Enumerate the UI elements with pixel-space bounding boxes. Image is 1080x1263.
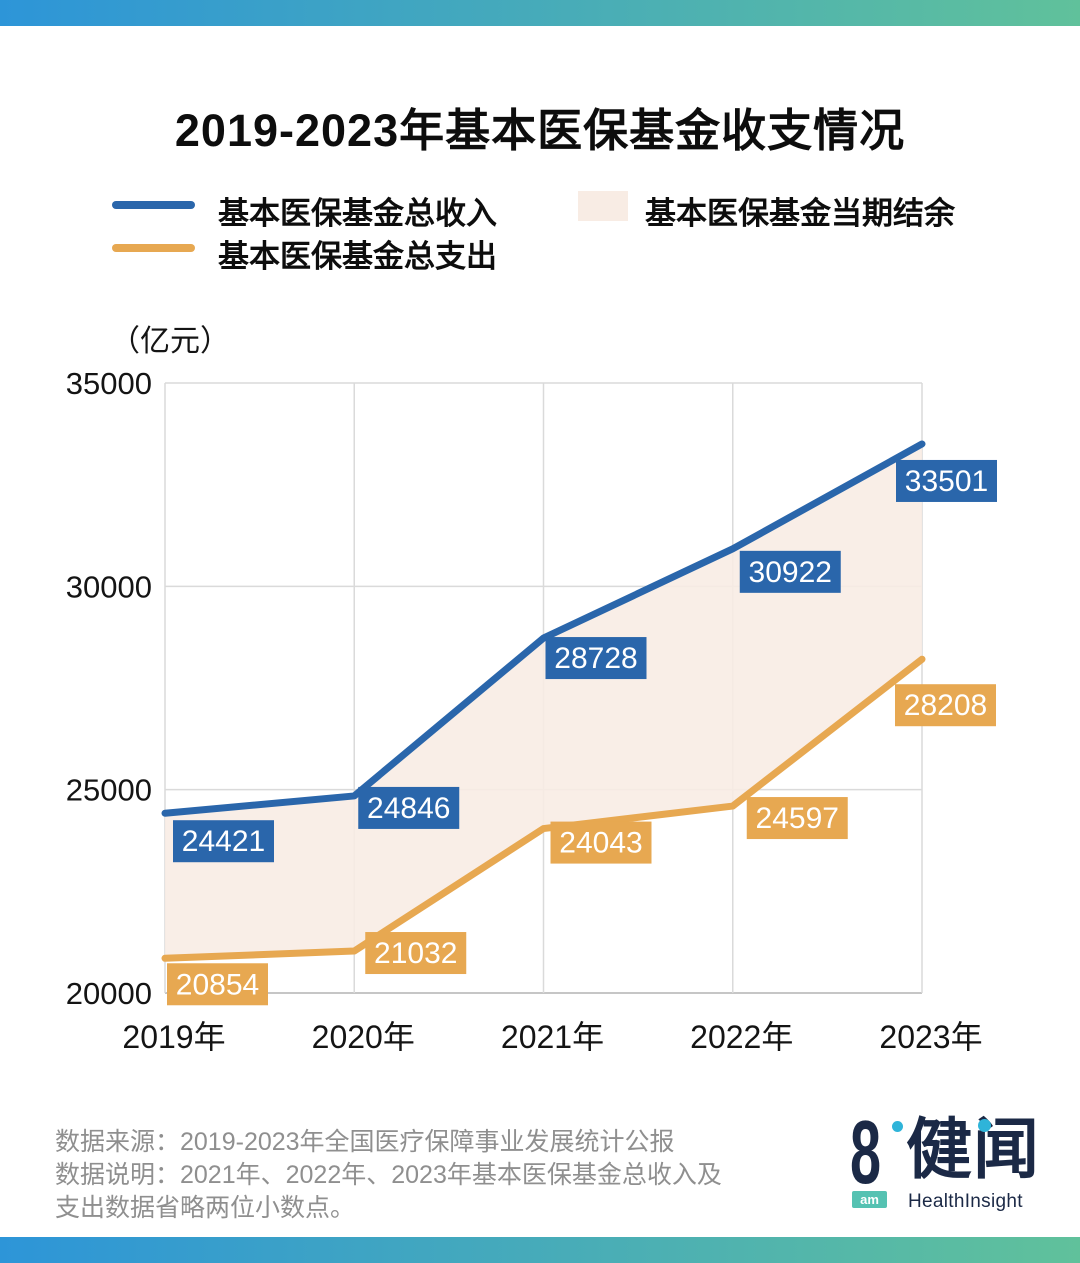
data-label-box-24846 [358,786,460,829]
y-axis-unit-label: （亿元） [110,325,230,358]
data-label-28208: 28208 [904,689,987,722]
data-label-box-20854 [167,963,268,1006]
data-label-box-30922 [739,550,841,593]
logo-cn-name: 健闻 [906,1112,1040,1186]
healthinsight-logo: 8 健闻 am HealthInsight [848,1103,1058,1220]
y-tick-30000: 30000 [66,569,152,604]
y-tick-20000: 20000 [66,976,152,1011]
y-tick-25000: 25000 [66,773,152,808]
income-line [161,440,926,817]
data-label-24597: 24597 [756,802,839,835]
footer-notes: 数据来源：2019-2023年全国医疗保障事业发展统计公报 数据说明：2021年… [55,1126,722,1225]
data-label-box-28728 [545,637,647,680]
logo-dot2-icon [978,1119,991,1132]
x-tick-2022年: 2022年 [690,1019,793,1055]
data-label-21032: 21032 [374,937,457,970]
data-label-33501: 33501 [905,465,988,498]
logo-number-8: 8 [850,1103,882,1203]
x-tick-2019年: 2019年 [122,1019,225,1055]
legend-income-line-swatch [112,201,195,209]
logo-am-badge: am [852,1191,887,1208]
x-tick-2021年: 2021年 [501,1019,604,1055]
data-note-line-1: 数据说明：2021年、2022年、2023年基本医保基金总收入及 [55,1161,722,1189]
bottom-gradient-bar [0,1237,1080,1263]
data-label-30922: 30922 [749,556,832,589]
top-gradient-bar [0,0,1080,26]
legend-label-balance: 基本医保基金当期结余 [645,196,955,231]
data-label-28728: 28728 [554,642,637,675]
data-label-24421: 24421 [182,825,265,858]
data-label-box-28208 [895,684,996,727]
data-label-20854: 20854 [176,968,259,1001]
logo-dot-icon [892,1121,903,1132]
x-tick-2023年: 2023年 [879,1019,982,1055]
balance-area [165,443,922,959]
data-source-line: 数据来源：2019-2023年全国医疗保障事业发展统计公报 [55,1128,675,1156]
data-label-24846: 24846 [367,792,450,825]
chart-title: 2019-2023年基本医保基金收支情况 [174,105,906,156]
data-label-box-24043 [550,821,652,864]
data-label-box-33501 [896,459,997,502]
legend-expense-line-swatch [112,244,195,252]
y-tick-35000: 35000 [66,366,152,401]
data-label-box-21032 [365,932,467,975]
expense-line [161,655,926,962]
data-label-box-24597 [746,797,848,840]
legend-label-expense: 基本医保基金总支出 [218,239,497,274]
data-note-line-2: 支出数据省略两位小数点。 [55,1194,356,1222]
legend-balance-area-swatch [578,191,628,221]
logo-en-name: HealthInsight [908,1191,1023,1212]
data-label-24043: 24043 [559,827,642,860]
data-label-box-24421 [173,820,274,863]
legend-label-income: 基本医保基金总收入 [218,196,497,231]
x-tick-2020年: 2020年 [312,1019,415,1055]
